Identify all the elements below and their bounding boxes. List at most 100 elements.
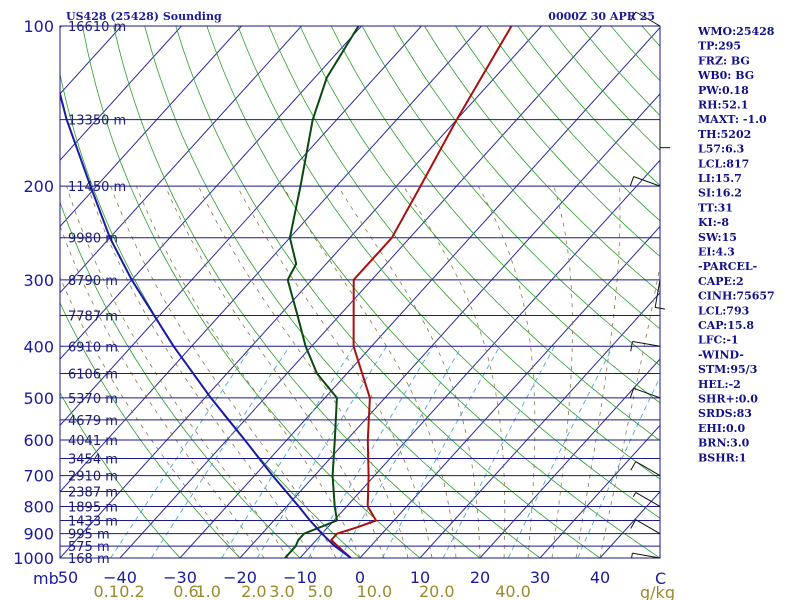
height-label: 2910 m xyxy=(68,470,118,485)
temperature-tick-labels: 50 −40 −30 −20 −10 0 10 20 30 40 xyxy=(58,568,610,587)
background-grid xyxy=(0,26,660,558)
wind-barb xyxy=(630,340,661,352)
mixing-ratio-label: 0.6 xyxy=(173,582,198,600)
height-label: 575 m xyxy=(68,540,110,555)
dewpoint-line xyxy=(284,26,360,558)
index-line: TP:295 xyxy=(698,40,741,53)
index-line: SHR+:0.0 xyxy=(698,393,758,406)
pressure-tick-label: 900 xyxy=(23,525,54,544)
wind-barb xyxy=(630,519,661,535)
isobar-lines xyxy=(60,25,660,559)
index-line: KI:-8 xyxy=(698,216,729,229)
isotherm-line xyxy=(179,26,660,558)
mixing-ratio-unit-label: g/kg xyxy=(640,583,675,600)
mixing-ratio-label: 20.0 xyxy=(419,582,455,600)
isotherm-line xyxy=(419,292,660,558)
index-line: RH:52.1 xyxy=(698,99,748,112)
wind-barb xyxy=(632,492,661,507)
index-line: CAP:15.8 xyxy=(698,319,754,332)
isotherm-line xyxy=(60,26,182,161)
pressure-tick-label: 600 xyxy=(23,431,54,450)
wind-barb xyxy=(629,176,661,187)
isotherm-line xyxy=(0,26,1,558)
mixing-ratio-label: 5.0 xyxy=(308,582,333,600)
index-line: TH:5202 xyxy=(698,128,751,141)
index-line: BRN:3.0 xyxy=(698,437,750,450)
temperature-tick-label: 20 xyxy=(470,568,490,587)
mixing-ratio-line xyxy=(308,346,434,558)
pressure-tick-label: 100 xyxy=(23,17,54,36)
index-line: WB0: BG xyxy=(697,69,754,82)
height-label: 1433 m xyxy=(68,514,118,529)
mixing-ratio-label: 1.0 xyxy=(195,582,220,600)
index-line: -PARCEL- xyxy=(698,260,757,273)
index-line: HEL:-2 xyxy=(698,378,741,391)
pressure-tick-label: 300 xyxy=(23,271,54,290)
dry-adiabat-line xyxy=(175,26,601,558)
index-line: SW:15 xyxy=(698,231,737,244)
index-line: L57:6.3 xyxy=(698,143,744,156)
index-line: LCL:793 xyxy=(698,304,749,317)
mixing-ratio-label: 10.0 xyxy=(357,582,393,600)
mixing-ratio-label: 2.0 xyxy=(241,582,266,600)
index-line: CINH:75657 xyxy=(698,290,775,303)
isotherm-line xyxy=(60,26,422,427)
pressure-tick-label: 1000 xyxy=(13,549,54,568)
temperature-tick-label: 10 xyxy=(410,568,430,587)
index-line: EI:4.3 xyxy=(698,246,735,259)
wind-barbs xyxy=(629,11,670,559)
temperature-tick-label: 0 xyxy=(355,568,365,587)
height-label: 4679 m xyxy=(68,414,118,429)
height-label: 9980 m xyxy=(68,232,118,247)
moist-adiabat-line xyxy=(164,185,385,558)
temperature-tick-label: −40 xyxy=(103,568,137,587)
temperature-unit-label: C xyxy=(655,569,666,588)
temperature-line xyxy=(330,26,513,558)
index-line: PW:0.18 xyxy=(698,84,749,97)
height-labels: 16610 m 13350 m 11450 m 9980 m 8790 m 7787 m 6… xyxy=(68,20,126,567)
isotherm-line xyxy=(539,424,660,558)
pressure-unit-label: mb xyxy=(33,569,59,588)
index-line: EHI:0.0 xyxy=(698,422,745,435)
wind-barb xyxy=(629,387,661,399)
index-line: LI:15.7 xyxy=(698,172,742,185)
isotherm-line xyxy=(239,93,660,558)
wind-barb xyxy=(630,461,661,477)
index-line: LCL:817 xyxy=(698,157,749,170)
mixing-ratio-label: 0.1 xyxy=(93,582,118,600)
temperature-tick-label: −20 xyxy=(223,568,257,587)
pressure-tick-label: 500 xyxy=(23,389,54,408)
wind-barb xyxy=(654,279,666,310)
temperature-tick-label: −30 xyxy=(163,568,197,587)
index-line: TT:31 xyxy=(698,201,733,214)
height-label: 995 m xyxy=(68,528,110,543)
height-label: 8790 m xyxy=(68,274,118,289)
mixing-ratio-line xyxy=(507,346,614,558)
temperature-tick-label: 40 xyxy=(590,568,610,587)
pressure-tick-label: 700 xyxy=(23,467,54,486)
isotherm-line xyxy=(60,26,362,360)
index-line: BSHR:1 xyxy=(698,451,747,464)
temperature-tick-label: −10 xyxy=(283,568,317,587)
wind-barb xyxy=(631,552,661,559)
pressure-tick-label: 400 xyxy=(23,337,54,356)
height-label: 4041 m xyxy=(68,434,118,449)
wind-barb xyxy=(659,119,670,149)
isotherm-line xyxy=(60,26,302,294)
height-label: 3454 m xyxy=(68,452,118,467)
dry-adiabat-line xyxy=(113,26,481,558)
height-label: 16610 m xyxy=(68,20,126,35)
isotherm-line xyxy=(299,159,660,558)
height-label: 11450 m xyxy=(68,180,126,195)
index-line: CAPE:2 xyxy=(698,275,744,288)
index-line: FRZ: BG xyxy=(698,54,750,67)
parcel-line xyxy=(60,89,352,558)
index-line: SRDS:83 xyxy=(698,407,752,420)
wind-barb xyxy=(630,11,661,27)
height-label: 2387 m xyxy=(68,486,118,501)
temperature-tick-label: 50 xyxy=(58,568,78,587)
height-label: 1895 m xyxy=(68,500,118,515)
index-line: MAXT: -1.0 xyxy=(698,113,767,126)
